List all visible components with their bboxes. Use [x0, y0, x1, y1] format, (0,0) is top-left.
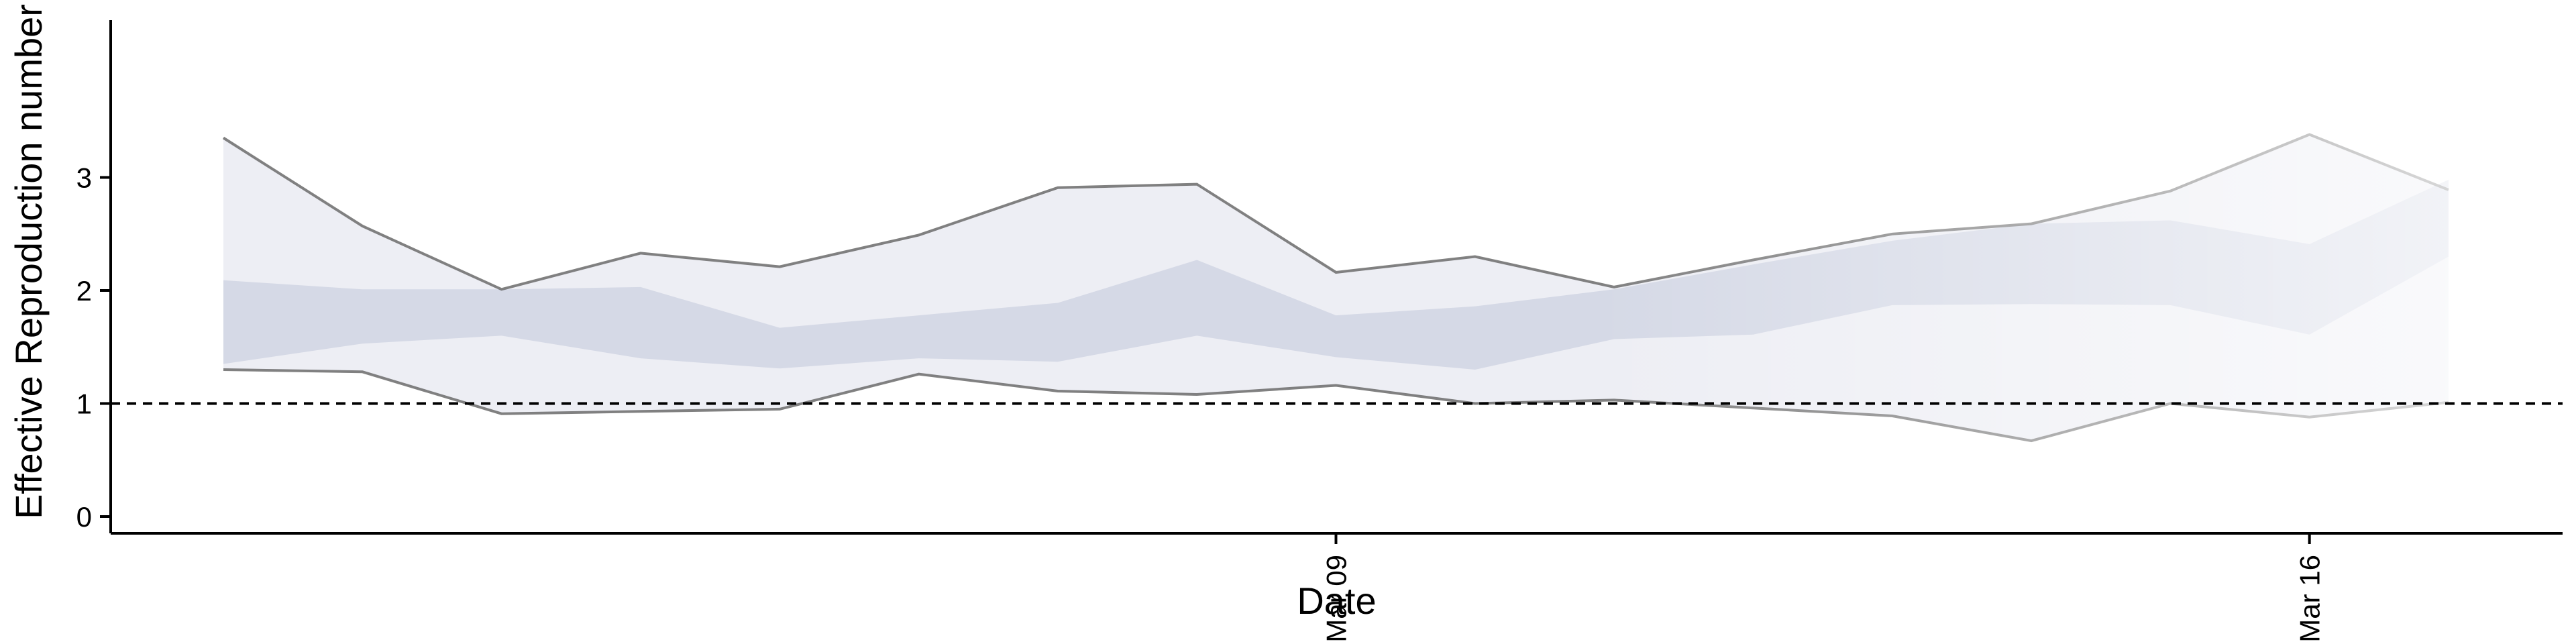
y-tick-label: 0: [76, 501, 92, 533]
y-tick-label: 3: [76, 162, 92, 194]
x-tick-label: Mar 09: [1321, 555, 1352, 643]
x-tick-label: Mar 16: [2294, 555, 2326, 643]
y-tick-label: 2: [76, 275, 92, 307]
x-axis-title: Date: [1297, 580, 1376, 622]
forecast-fade-overlay: [112, 20, 2563, 531]
y-axis-title: Effective Reproduction number: [7, 4, 50, 519]
axes: 0 1 2 3 Mar 09 Mar 16: [76, 20, 2563, 643]
y-tick-label: 1: [76, 388, 92, 420]
